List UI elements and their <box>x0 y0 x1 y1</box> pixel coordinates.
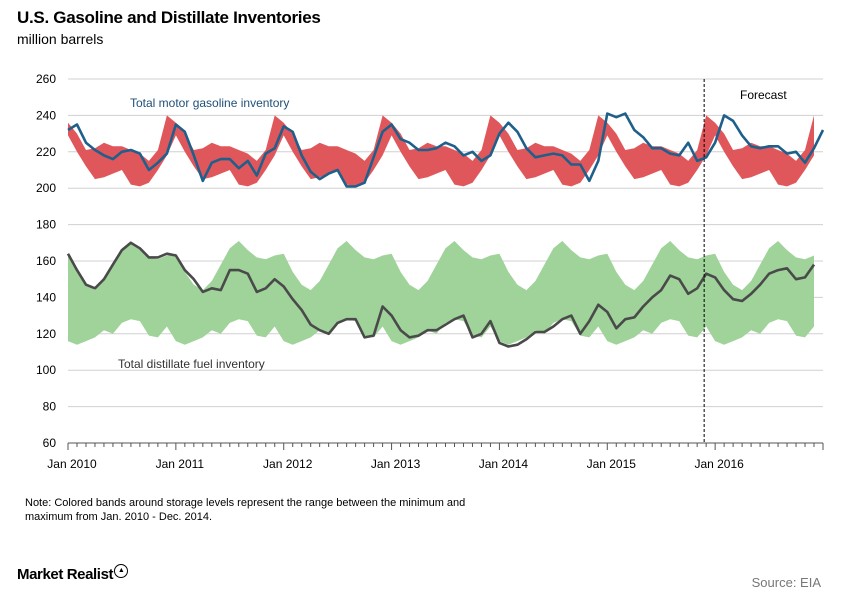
band-layer <box>68 115 814 345</box>
page-title: U.S. Gasoline and Distillate Inventories <box>17 8 321 27</box>
distillate-annotation: Total distillate fuel inventory <box>118 357 265 371</box>
y-tick-label: 240 <box>36 108 56 122</box>
gasoline-inventory-line <box>67 112 825 188</box>
x-tick-label: Jan 2013 <box>371 457 421 471</box>
axis-layer: 60 80 100 120 140 160 180 200 220 240 260 Jan 2010 J… <box>36 72 824 471</box>
brand-mark-icon: ▲ <box>114 564 129 578</box>
note-line-2: maximum from Jan. 2010 - Dec. 2014. <box>25 511 213 523</box>
y-tick-label: 100 <box>36 363 56 377</box>
y-tick-label: 260 <box>36 72 56 86</box>
brand-logo: Market Realist ▲ <box>17 564 129 585</box>
label-layer: Forecast Total motor gasoline inventory To… <box>118 88 787 371</box>
x-tick-label: Jan 2012 <box>263 457 313 471</box>
gasoline-range-band <box>68 115 814 187</box>
chart-note: Note: Colored bands around storage level… <box>25 496 545 524</box>
distillate-inventory-line <box>66 241 816 348</box>
x-tick-label: Jan 2011 <box>156 457 205 471</box>
source-label: Source: EIA <box>751 575 821 590</box>
y-tick-label: 80 <box>43 400 57 414</box>
x-tick-label: Jan 2010 <box>47 457 97 471</box>
forecast-label: Forecast <box>740 88 787 102</box>
y-tick-label: 60 <box>43 436 57 450</box>
x-tick-label: Jan 2015 <box>587 457 637 471</box>
y-tick-label: 120 <box>36 327 56 341</box>
y-tick-label: 220 <box>36 145 56 159</box>
y-tick-label: 200 <box>36 181 56 195</box>
y-tick-label: 180 <box>36 218 56 232</box>
x-tick-label: Jan 2014 <box>479 457 529 471</box>
distillate-range-band <box>68 241 814 345</box>
y-tick-label: 140 <box>36 290 56 304</box>
page-subtitle: million barrels <box>17 31 104 47</box>
line-layer <box>66 79 825 443</box>
gasoline-annotation: Total motor gasoline inventory <box>130 96 289 110</box>
x-tick-label: Jan 2016 <box>694 457 744 471</box>
brand-name: Market Realist <box>17 566 114 583</box>
note-line-1: Note: Colored bands around storage level… <box>25 497 466 509</box>
y-tick-label: 160 <box>36 254 56 268</box>
